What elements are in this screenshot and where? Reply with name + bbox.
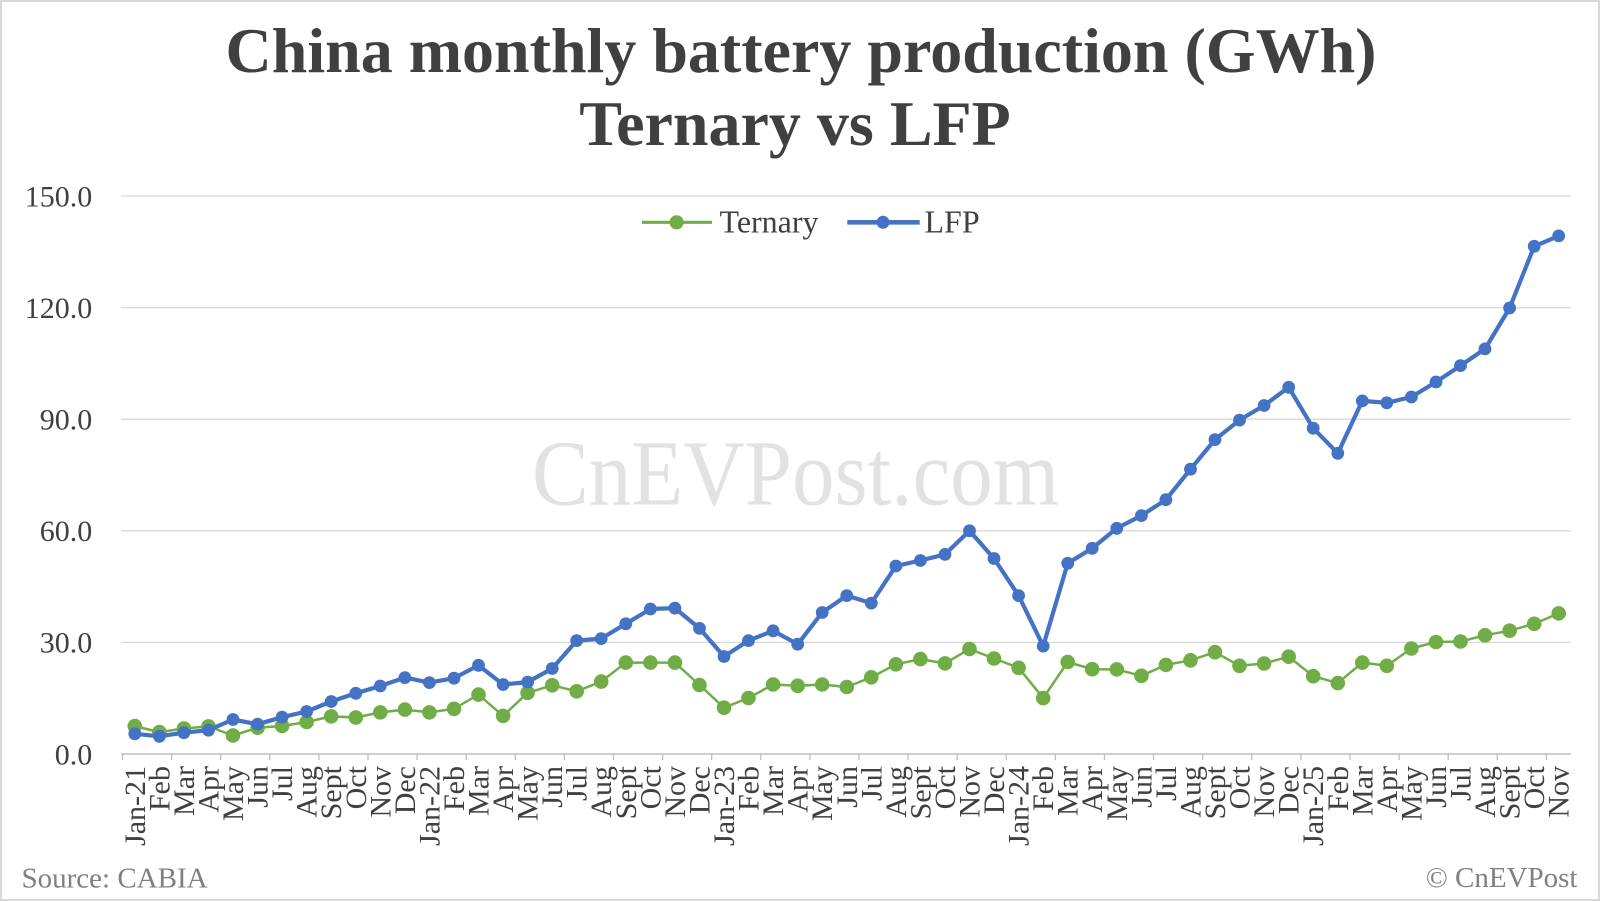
svg-text:May: May (806, 766, 839, 821)
svg-text:150.0: 150.0 (25, 180, 93, 213)
svg-text:Nov: Nov (954, 766, 987, 818)
svg-text:Jan-22: Jan-22 (413, 766, 446, 846)
svg-text:Jul: Jul (266, 766, 299, 801)
svg-text:Dec: Dec (1273, 766, 1306, 814)
svg-text:Oct: Oct (1518, 765, 1551, 809)
svg-text:Source: CABIA: Source: CABIA (22, 863, 208, 895)
svg-text:Nov: Nov (1248, 766, 1281, 818)
svg-text:Mar: Mar (1346, 766, 1379, 816)
svg-text:CnEVPost.com: CnEVPost.com (532, 422, 1059, 525)
svg-text:May: May (1395, 766, 1428, 821)
svg-text:Mar: Mar (463, 766, 496, 816)
svg-text:Dec: Dec (389, 766, 422, 814)
svg-text:Nov: Nov (364, 766, 397, 818)
svg-text:Sept: Sept (904, 765, 937, 819)
svg-text:Jun: Jun (1420, 766, 1453, 808)
svg-text:Jul: Jul (855, 766, 888, 801)
svg-text:Jun: Jun (242, 766, 275, 808)
svg-text:Apr: Apr (193, 766, 226, 813)
svg-text:Jun: Jun (536, 766, 569, 808)
svg-text:© CnEVPost: © CnEVPost (1426, 862, 1578, 894)
svg-text:Apr: Apr (1371, 766, 1404, 813)
svg-text:Jun: Jun (1125, 766, 1158, 808)
svg-text:Dec: Dec (684, 766, 717, 814)
svg-text:Oct: Oct (929, 765, 962, 809)
svg-text:Ternary vs LFP: Ternary vs LFP (579, 88, 1010, 159)
svg-text:Dec: Dec (978, 766, 1011, 814)
svg-text:Nov: Nov (659, 766, 692, 818)
svg-text:May: May (512, 766, 545, 821)
svg-text:May: May (217, 766, 250, 821)
svg-text:Jan-23: Jan-23 (708, 766, 741, 846)
svg-text:Feb: Feb (1027, 766, 1060, 811)
svg-text:Apr: Apr (487, 766, 520, 813)
svg-text:60.0: 60.0 (40, 515, 93, 548)
svg-text:May: May (1101, 766, 1134, 821)
svg-text:Oct: Oct (340, 765, 373, 809)
svg-text:Jul: Jul (1150, 766, 1183, 801)
svg-text:Oct: Oct (1224, 765, 1257, 809)
svg-text:LFP: LFP (925, 204, 980, 240)
svg-text:Sept: Sept (1494, 765, 1527, 819)
svg-text:0.0: 0.0 (55, 738, 93, 771)
svg-text:Jul: Jul (1445, 766, 1478, 801)
svg-text:Jan-24: Jan-24 (1003, 766, 1036, 846)
svg-text:Aug: Aug (1469, 766, 1502, 818)
svg-text:Nov: Nov (1543, 766, 1576, 818)
svg-text:Jan-25: Jan-25 (1297, 766, 1330, 846)
svg-text:China monthly battery producti: China monthly battery production (GWh) (226, 15, 1377, 86)
svg-text:Mar: Mar (168, 766, 201, 816)
svg-text:Feb: Feb (438, 766, 471, 811)
svg-text:120.0: 120.0 (25, 292, 93, 325)
svg-text:Aug: Aug (291, 766, 324, 818)
svg-text:Sept: Sept (610, 765, 643, 819)
svg-text:Sept: Sept (1199, 765, 1232, 819)
svg-text:Mar: Mar (1052, 766, 1085, 816)
svg-text:Aug: Aug (585, 766, 618, 818)
svg-text:Feb: Feb (733, 766, 766, 811)
svg-text:Jan-21: Jan-21 (119, 766, 152, 846)
svg-text:30.0: 30.0 (40, 627, 93, 660)
svg-text:Apr: Apr (782, 766, 815, 813)
svg-text:Jul: Jul (561, 766, 594, 801)
svg-text:Ternary: Ternary (720, 204, 819, 240)
svg-text:Sept: Sept (315, 765, 348, 819)
svg-text:Aug: Aug (880, 766, 913, 818)
svg-text:Feb: Feb (1322, 766, 1355, 811)
svg-text:Apr: Apr (1076, 766, 1109, 813)
svg-text:Aug: Aug (1175, 766, 1208, 818)
svg-text:Oct: Oct (634, 765, 667, 809)
svg-text:90.0: 90.0 (40, 404, 93, 437)
svg-text:Jun: Jun (831, 766, 864, 808)
svg-text:Mar: Mar (757, 766, 790, 816)
svg-text:Feb: Feb (143, 766, 176, 811)
